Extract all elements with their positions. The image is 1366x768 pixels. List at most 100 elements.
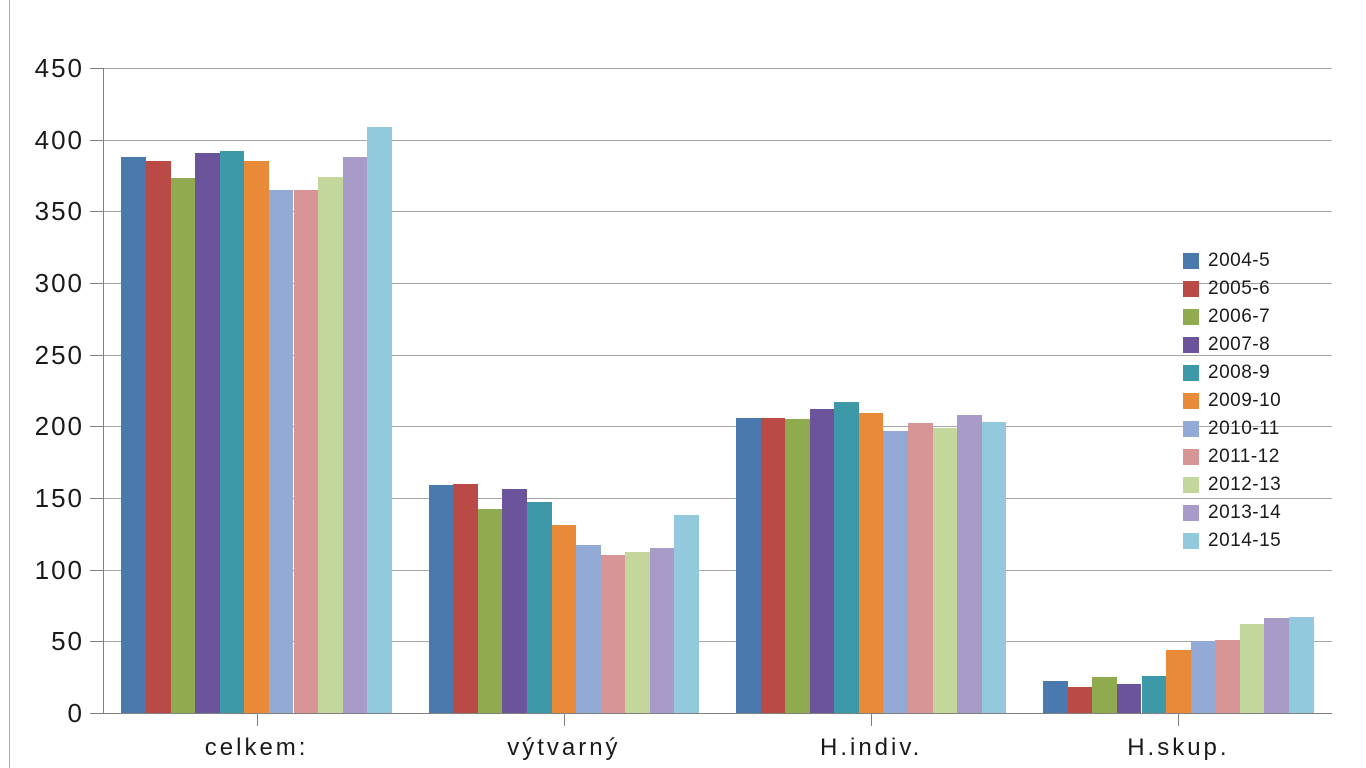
legend-item: 2006-7 <box>1183 305 1281 327</box>
bar-2012-13-celkem <box>318 176 343 713</box>
bar-2007-8-Hskup <box>1116 684 1142 713</box>
legend-label: 2013-14 <box>1208 501 1282 523</box>
y-axis-tick <box>90 68 103 69</box>
legend-label: 2005-6 <box>1208 277 1271 299</box>
legend-item: 2014-15 <box>1183 529 1282 551</box>
legend-label: 2009-10 <box>1208 389 1282 411</box>
bar-2010-11-vtvarn <box>576 545 601 713</box>
bar-2004-5-Hindiv <box>735 417 761 713</box>
legend-swatch-icon <box>1183 280 1199 297</box>
gridline <box>103 426 1332 427</box>
x-axis-category-label: výtvarný <box>507 734 621 761</box>
bar-2013-14-Hskup <box>1264 618 1289 713</box>
y-axis-tick-label: 50 <box>51 626 84 656</box>
legend-label: 2012-13 <box>1208 473 1282 495</box>
legend: 2004-5 2005-6 2006-7 2007-8 2008-9 2009-10 201… <box>1183 249 1282 560</box>
legend-label: 2011-12 <box>1208 445 1280 467</box>
legend-swatch-icon <box>1183 364 1199 381</box>
bar-2010-11-Hindiv <box>883 430 908 713</box>
x-axis-tick <box>871 713 872 726</box>
y-axis-line <box>103 68 104 713</box>
bar-2014-15-Hindiv <box>981 422 1007 713</box>
x-axis-line <box>90 713 1332 714</box>
bar-2007-8-vtvarn <box>502 489 527 713</box>
legend-swatch-icon <box>1183 504 1199 521</box>
legend-label: 2010-11 <box>1208 417 1280 439</box>
y-axis-tick-label: 450 <box>34 53 84 83</box>
legend-swatch-icon <box>1183 448 1199 465</box>
legend-swatch-icon <box>1183 532 1199 549</box>
bar-2009-10-celkem <box>244 161 269 713</box>
bar-2014-15-Hskup <box>1288 616 1314 713</box>
bar-2004-5-celkem <box>121 156 147 713</box>
x-axis-tick <box>257 713 258 726</box>
legend-item: 2005-6 <box>1183 277 1281 299</box>
legend-item: 2009-10 <box>1183 389 1282 411</box>
bar-2009-10-Hindiv <box>858 413 884 713</box>
y-axis-tick-label: 100 <box>34 555 84 585</box>
bar-2009-10-vtvarn <box>551 525 577 713</box>
bar-2005-6-Hindiv <box>760 417 786 713</box>
x-axis-category-label: celkem: <box>204 734 309 761</box>
bar-2007-8-celkem <box>195 152 220 713</box>
bar-2007-8-Hindiv <box>809 409 835 713</box>
y-axis-tick-label: 200 <box>34 411 84 441</box>
bar-2006-7-celkem <box>170 178 196 713</box>
y-axis-tick <box>90 283 103 284</box>
legend-item: 2004-5 <box>1183 249 1281 271</box>
legend-swatch-icon <box>1183 420 1199 437</box>
gridline <box>103 498 1332 499</box>
gridline <box>103 140 1332 141</box>
y-axis-tick <box>90 641 103 642</box>
bar-2013-14-celkem <box>342 156 368 713</box>
legend-item: 2011-12 <box>1183 445 1281 467</box>
y-axis-tick-label: 250 <box>34 340 84 370</box>
legend-label: 2004-5 <box>1208 249 1271 271</box>
y-axis-tick-label: 0 <box>67 698 84 728</box>
legend-swatch-icon <box>1183 336 1199 353</box>
bar-2013-14-vtvarn <box>649 548 675 713</box>
legend-label: 2008-9 <box>1208 361 1271 383</box>
bar-2011-12-Hindiv <box>907 423 933 713</box>
x-axis-category-label: H.skup. <box>1127 734 1230 761</box>
legend-swatch-icon <box>1183 392 1199 409</box>
y-axis-tick <box>90 570 103 571</box>
gridline <box>103 641 1332 642</box>
bar-2008-9-Hskup <box>1141 675 1167 713</box>
bar-2012-13-Hskup <box>1239 624 1265 713</box>
bar-2009-10-Hskup <box>1166 649 1191 713</box>
y-axis-tick-label: 300 <box>34 268 84 298</box>
bar-2008-9-vtvarn <box>527 502 552 713</box>
bar-2014-15-vtvarn <box>674 515 700 713</box>
bar-2012-13-vtvarn <box>625 552 650 713</box>
bar-2010-11-celkem <box>268 189 294 713</box>
bar-2011-12-celkem <box>293 189 319 713</box>
legend-label: 2014-15 <box>1208 529 1282 551</box>
y-axis-tick <box>90 140 103 141</box>
bar-2011-12-vtvarn <box>600 555 626 713</box>
x-axis-category-label: H.indiv. <box>820 734 923 761</box>
bar-2008-9-celkem <box>219 151 245 713</box>
legend-label: 2006-7 <box>1208 305 1271 327</box>
legend-swatch-icon <box>1183 308 1199 325</box>
bar-2006-7-Hindiv <box>785 419 810 713</box>
legend-item: 2013-14 <box>1183 501 1282 523</box>
bar-2004-5-Hskup <box>1043 681 1068 713</box>
bar-2004-5-vtvarn <box>428 485 454 713</box>
window-left-border <box>9 0 10 768</box>
y-axis-tick-label: 400 <box>34 125 84 155</box>
y-axis-tick <box>90 498 103 499</box>
y-axis-tick <box>90 211 103 212</box>
bar-2011-12-Hskup <box>1215 639 1240 713</box>
gridline <box>103 570 1332 571</box>
bar-2005-6-Hskup <box>1067 687 1093 713</box>
legend-item: 2012-13 <box>1183 473 1282 495</box>
y-axis-tick-label: 150 <box>34 483 84 513</box>
legend-item: 2008-9 <box>1183 361 1281 383</box>
y-axis-tick <box>90 426 103 427</box>
bar-2005-6-vtvarn <box>453 483 478 713</box>
bar-2012-13-Hindiv <box>932 427 958 713</box>
bar-2013-14-Hindiv <box>957 414 982 713</box>
